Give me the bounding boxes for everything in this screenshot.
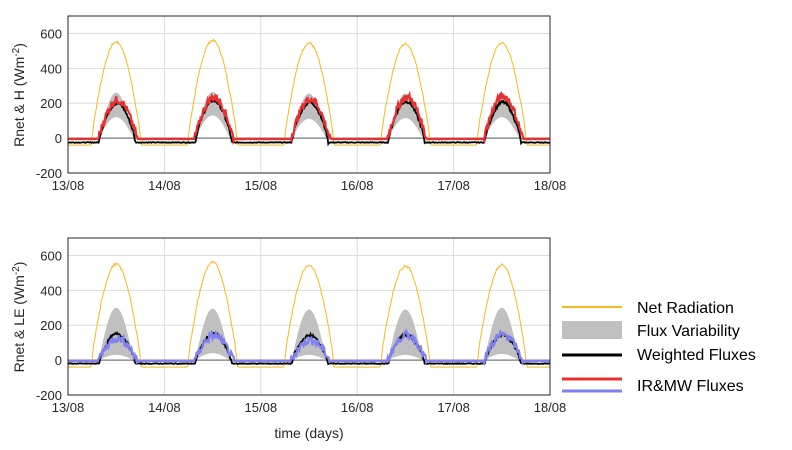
flux-variability-band [68, 307, 550, 361]
legend: Net Radiation Flux Variability Weighted … [562, 300, 756, 395]
x-tick-label: 15/08 [245, 400, 278, 415]
axes-frame [67, 237, 551, 396]
tick-labels: 13/08 14/08 15/08 16/08 17/08 18/08 -200 0 200 40… [36, 248, 566, 415]
series-group [67, 38, 551, 147]
y-tick-label: 600 [40, 26, 62, 41]
legend-label-flux-variability: Flux Variability [637, 323, 740, 340]
x-tick-label: 17/08 [437, 178, 470, 193]
y-axis-label: Rnet & H (Wm-2) [11, 43, 28, 147]
x-tick-label: 16/08 [341, 400, 374, 415]
y-axis-label: Rnet & LE (Wm-2) [11, 262, 28, 373]
x-tick-label: 18/08 [534, 178, 567, 193]
x-tick-label: 16/08 [341, 178, 374, 193]
y-tick-label: 400 [40, 283, 62, 298]
y-tick-label: -200 [36, 166, 62, 181]
x-tick-label: 13/08 [52, 400, 85, 415]
x-tick-label: 17/08 [437, 400, 470, 415]
x-tick-label: 14/08 [148, 400, 181, 415]
y-tick-label: 200 [40, 318, 62, 333]
panel-bottom: 13/08 14/08 15/08 16/08 17/08 18/08 -200 0 200 40… [11, 237, 566, 441]
ir-mw-fluxes-line [67, 90, 551, 146]
legend-swatch-flux-variability [562, 321, 622, 339]
x-tick-label: 15/08 [245, 178, 278, 193]
legend-label-ir-mw-fluxes: IR&MW Fluxes [637, 378, 744, 395]
y-tick-label: -200 [36, 388, 62, 403]
net-radiation-line [68, 260, 550, 368]
legend-label-weighted-fluxes: Weighted Fluxes [637, 347, 756, 364]
ir-mw-fluxes-line [67, 328, 551, 367]
net-radiation-line [68, 38, 550, 146]
y-tick-label: 600 [40, 248, 62, 263]
legend-label-net-radiation: Net Radiation [637, 300, 734, 317]
weighted-fluxes-line [67, 330, 551, 366]
x-tick-label: 18/08 [534, 400, 567, 415]
tick-labels: 13/08 14/08 15/08 16/08 17/08 18/08 -200 0 200 40… [36, 26, 566, 193]
y-tick-label: 400 [40, 61, 62, 76]
y-tick-label: 0 [55, 353, 62, 368]
x-tick-label: 14/08 [148, 178, 181, 193]
x-axis-label: time (days) [274, 425, 343, 441]
axes-frame [67, 15, 551, 174]
flux-variability-band [68, 91, 550, 139]
y-tick-label: 0 [55, 131, 62, 146]
panel-top: 13/08 14/08 15/08 16/08 17/08 18/08 -200 0 200 40… [11, 15, 566, 193]
y-tick-label: 200 [40, 96, 62, 111]
series-group [67, 260, 551, 368]
x-tick-label: 13/08 [52, 178, 85, 193]
